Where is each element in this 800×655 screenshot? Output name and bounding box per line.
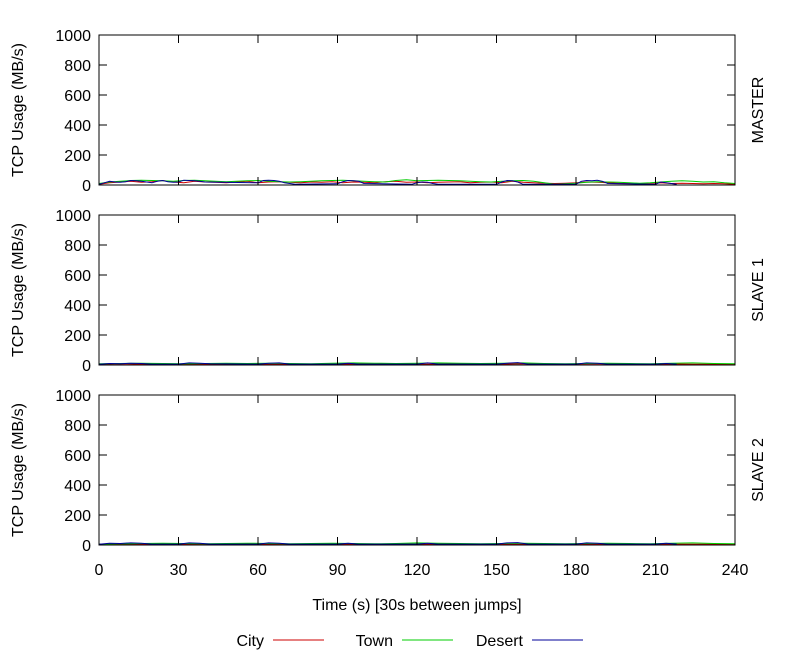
plot-frame [98,34,736,186]
panel-master: 0 200 400 600 800 1000 TCP Usage (MB/s) MASTER [10,28,767,195]
x-tick-label: 90 [329,562,347,579]
y-tick-label: 200 [64,508,91,525]
y-axis-label: TCP Usage (MB/s) [10,223,27,357]
y-tick-label: 200 [64,328,91,345]
y-tick-label: 1000 [55,28,91,45]
series-line-desert [98,362,677,365]
x-tick-label: 150 [483,562,510,579]
y-axis-label: TCP Usage (MB/s) [10,43,27,177]
y-tick-label: 0 [82,358,91,375]
x-tick-label: 240 [722,562,749,579]
y-tick-label: 600 [64,88,91,105]
x-tick-label: 210 [642,562,669,579]
y-tick-label: 1000 [55,388,91,405]
y-tick-label: 800 [64,58,91,75]
panel-title: SLAVE 2 [750,438,767,502]
x-tick-label: 0 [95,562,104,579]
legend-label-town: Town [356,633,393,650]
x-tick-label: 30 [170,562,188,579]
plot-frame [98,214,736,366]
y-tick-label: 800 [64,418,91,435]
y-tick-label: 400 [64,298,91,315]
panel-title: MASTER [750,77,767,144]
legend: City Town Desert [236,633,583,650]
y-axis-label: TCP Usage (MB/s) [10,403,27,537]
x-axis-label: Time (s) [30s between jumps] [312,597,521,614]
y-tick-label: 400 [64,118,91,135]
y-tick-label: 200 [64,148,91,165]
x-tick-label: 120 [404,562,431,579]
panel-title: SLAVE 1 [750,258,767,322]
y-tick-label: 600 [64,268,91,285]
legend-label-desert: Desert [476,633,524,650]
y-tick-label: 400 [64,478,91,495]
panel-slave-2: 0 200 400 600 800 1000 TCP Usage (MB/s) SLAVE 2 [10,388,767,555]
plot-frame [98,394,736,546]
y-tick-label: 600 [64,448,91,465]
series-line-desert [98,542,677,545]
x-tick-label: 180 [563,562,590,579]
y-tick-label: 800 [64,238,91,255]
panel-slave-1: 0 200 400 600 800 1000 TCP Usage (MB/s) SLAVE 1 [10,208,767,375]
y-tick-label: 0 [82,538,91,555]
legend-label-city: City [236,633,264,650]
x-tick-label: 60 [249,562,267,579]
y-tick-label: 0 [82,178,91,195]
y-tick-label: 1000 [55,208,91,225]
